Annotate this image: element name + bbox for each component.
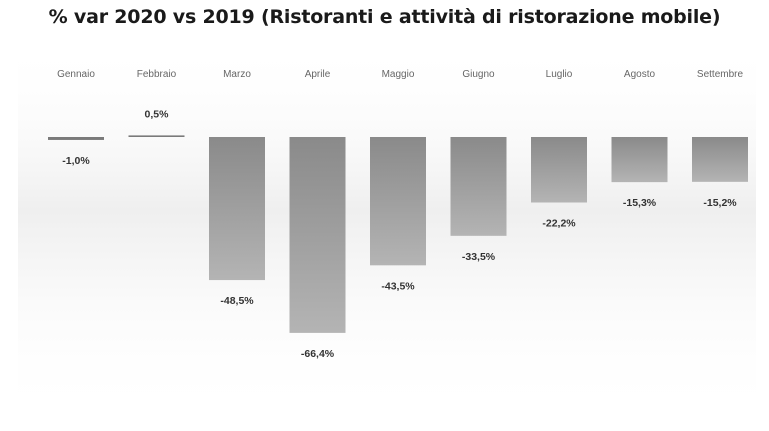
value-label: -22,2% <box>542 217 576 229</box>
category-label: Marzo <box>223 69 251 80</box>
value-label: -15,2% <box>703 197 737 209</box>
value-label: -48,5% <box>220 295 254 307</box>
bar <box>450 137 507 236</box>
category-label: Agosto <box>624 69 656 80</box>
bar <box>531 137 587 203</box>
category-label: Gennaio <box>57 69 95 80</box>
bar <box>289 137 346 333</box>
value-label: -33,5% <box>462 251 496 263</box>
category-label: Luglio <box>546 69 573 80</box>
chart-title: % var 2020 vs 2019 (Ristoranti e attivit… <box>48 6 721 28</box>
category-label: Settembre <box>697 69 744 80</box>
category-label: Maggio <box>382 69 415 80</box>
bar <box>128 135 185 137</box>
value-label: -1,0% <box>62 155 90 167</box>
category-label: Aprile <box>305 69 331 80</box>
bar <box>611 137 668 183</box>
category-label: Febbraio <box>137 69 177 80</box>
bars-layer: Gennaio -1,0% Febbraio 0,5% Marzo -48,5% April… <box>48 69 748 360</box>
category-label: Giugno <box>462 69 495 80</box>
bar <box>209 137 265 281</box>
bar <box>48 137 104 140</box>
value-label: -15,3% <box>623 197 657 209</box>
bar <box>692 137 748 182</box>
value-label: -43,5% <box>381 280 415 292</box>
bar <box>370 137 426 266</box>
value-label: 0,5% <box>145 108 170 120</box>
value-label: -66,4% <box>301 348 335 360</box>
